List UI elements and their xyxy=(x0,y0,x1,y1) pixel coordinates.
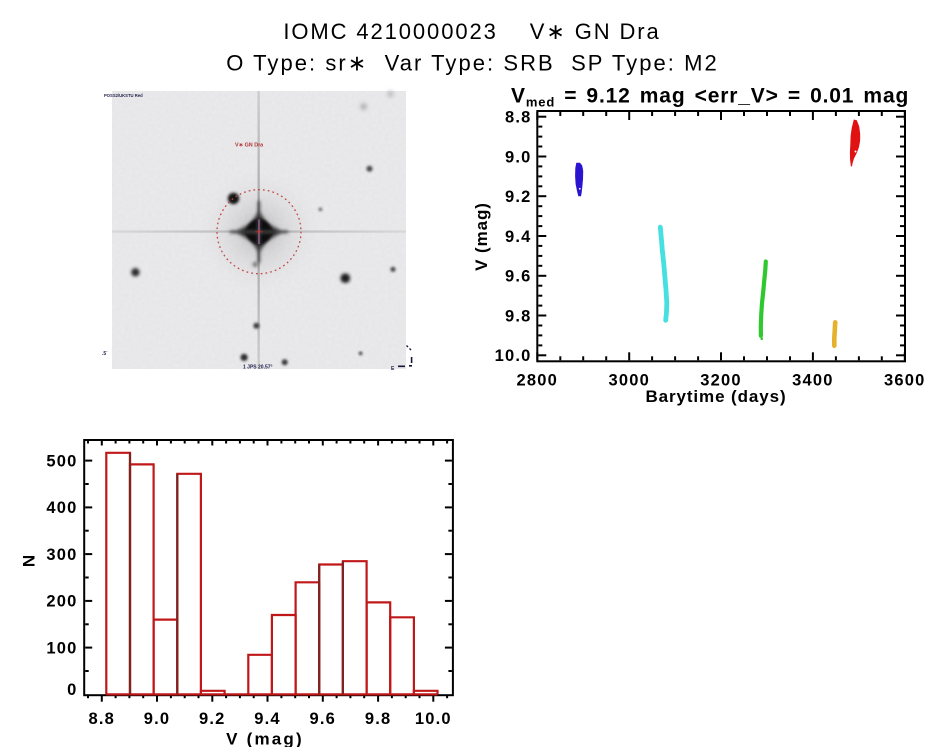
svg-text:O Type: sr∗ Var Type: SRB SP: O Type: sr∗ Var Type: SRB SP Type: M2 xyxy=(226,50,719,75)
svg-text:9.8: 9.8 xyxy=(505,307,532,325)
svg-text:9.4: 9.4 xyxy=(254,710,281,728)
svg-text:3400: 3400 xyxy=(792,372,834,390)
svg-text:3600: 3600 xyxy=(884,372,926,390)
svg-text:8.8: 8.8 xyxy=(505,109,532,127)
svg-text:V∗ GN Dra: V∗ GN Dra xyxy=(235,143,264,149)
svg-text:300: 300 xyxy=(46,546,77,564)
svg-text:9.0: 9.0 xyxy=(505,148,532,166)
svg-text:8.8: 8.8 xyxy=(89,710,116,728)
svg-text:3000: 3000 xyxy=(608,372,650,390)
svg-text:1 JPS 20.57°: 1 JPS 20.57° xyxy=(243,365,273,371)
svg-text:N: N xyxy=(19,554,38,567)
svg-text:9.6: 9.6 xyxy=(505,268,532,286)
svg-text:.5´: .5´ xyxy=(102,351,108,357)
svg-text:Vmed = 9.12 mag <err_V> = 0.01: Vmed = 9.12 mag <err_V> = 0.01 mag xyxy=(511,85,909,110)
svg-text:200: 200 xyxy=(46,593,77,611)
svg-text:9.6: 9.6 xyxy=(310,710,337,728)
svg-text:9.8: 9.8 xyxy=(365,710,392,728)
svg-text:0: 0 xyxy=(67,681,77,699)
svg-text:V (mag): V (mag) xyxy=(226,730,304,747)
svg-text:400: 400 xyxy=(46,499,77,517)
svg-text:V (mag): V (mag) xyxy=(472,202,491,271)
svg-text:9.4: 9.4 xyxy=(505,228,532,246)
svg-text:10.0: 10.0 xyxy=(415,710,452,728)
svg-text:POSS2/UKSTU Red: POSS2/UKSTU Red xyxy=(104,93,143,98)
svg-text:2800: 2800 xyxy=(517,372,559,390)
svg-text:Barytime (days): Barytime (days) xyxy=(645,387,786,406)
svg-text:10.0: 10.0 xyxy=(495,347,532,365)
svg-text:100: 100 xyxy=(46,639,77,657)
svg-text:IOMC 4210000023 V∗ GN Dra: IOMC 4210000023 V∗ GN Dra xyxy=(283,19,660,44)
svg-text:9.0: 9.0 xyxy=(144,710,171,728)
svg-text:9.2: 9.2 xyxy=(505,188,532,206)
svg-text:E: E xyxy=(391,366,395,372)
svg-text:9.2: 9.2 xyxy=(199,710,226,728)
svg-text:3200: 3200 xyxy=(700,372,742,390)
svg-text:500: 500 xyxy=(46,452,77,470)
